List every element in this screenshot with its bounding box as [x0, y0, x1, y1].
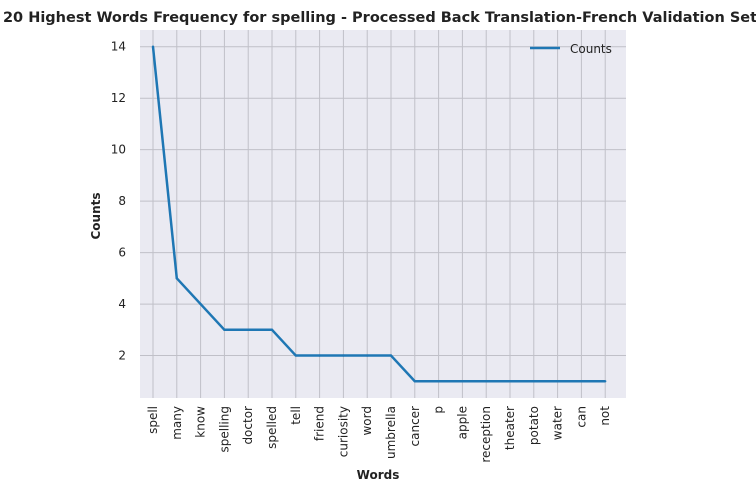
chart-title: 20 Highest Words Frequency for spelling …: [3, 10, 756, 26]
grid-lines: [140, 30, 626, 398]
x-tick-label: spelling: [217, 406, 231, 452]
data-point: [485, 380, 488, 383]
x-tick-label: word: [360, 406, 374, 436]
x-tick-label: umbrella: [384, 406, 398, 459]
data-point: [461, 380, 464, 383]
data-point: [294, 354, 297, 357]
y-tick-label: 10: [111, 143, 126, 157]
data-point: [532, 380, 535, 383]
y-tick-label: 8: [118, 194, 126, 208]
x-tick-label: spell: [146, 406, 160, 434]
x-axis-label: Words: [357, 468, 400, 482]
x-tick-label: spelled: [265, 406, 279, 449]
y-axis-label: Counts: [89, 192, 103, 239]
y-tick-label: 2: [118, 349, 126, 363]
data-point: [413, 380, 416, 383]
y-axis-ticks: 2 4 6 8 10 12 14: [111, 40, 126, 363]
x-tick-label: potato: [527, 406, 541, 445]
data-point: [247, 328, 250, 332]
data-point: [223, 328, 226, 332]
y-tick-label: 4: [118, 297, 126, 311]
x-tick-label: cancer: [408, 406, 422, 447]
data-point: [437, 380, 440, 383]
x-tick-label: apple: [455, 406, 469, 439]
x-tick-label: friend: [313, 406, 327, 441]
x-tick-label: tell: [289, 406, 303, 425]
x-tick-label: theater: [503, 406, 517, 450]
data-point: [199, 302, 202, 306]
data-point: [270, 328, 274, 332]
x-tick-label: can: [574, 406, 588, 428]
data-point: [389, 354, 393, 357]
data-point: [604, 380, 607, 383]
data-point: [342, 354, 345, 357]
y-tick-label: 14: [111, 40, 126, 54]
x-tick-label: p: [432, 406, 446, 414]
y-tick-label: 12: [111, 91, 126, 105]
x-tick-label: know: [194, 406, 208, 438]
x-tick-label: curiosity: [336, 406, 350, 457]
legend: Counts: [530, 42, 612, 56]
x-tick-label: doctor: [241, 406, 255, 445]
y-tick-label: 6: [118, 246, 126, 260]
legend-label-counts: Counts: [570, 42, 612, 56]
data-point: [151, 45, 155, 48]
data-point: [366, 354, 369, 357]
x-axis-ticks: spell many know spelling doctor spelled tell fr…: [146, 406, 612, 463]
x-tick-label: reception: [479, 406, 493, 463]
x-tick-label: not: [598, 406, 612, 426]
data-point: [175, 277, 178, 280]
series-layer: [151, 45, 607, 383]
data-point: [580, 380, 583, 383]
data-point: [508, 380, 512, 383]
plot-area: [140, 30, 626, 398]
series-line-0: [151, 46, 606, 383]
x-tick-label: water: [551, 406, 565, 440]
data-point: [318, 354, 321, 357]
x-tick-label: many: [170, 406, 184, 440]
data-point: [556, 380, 559, 383]
